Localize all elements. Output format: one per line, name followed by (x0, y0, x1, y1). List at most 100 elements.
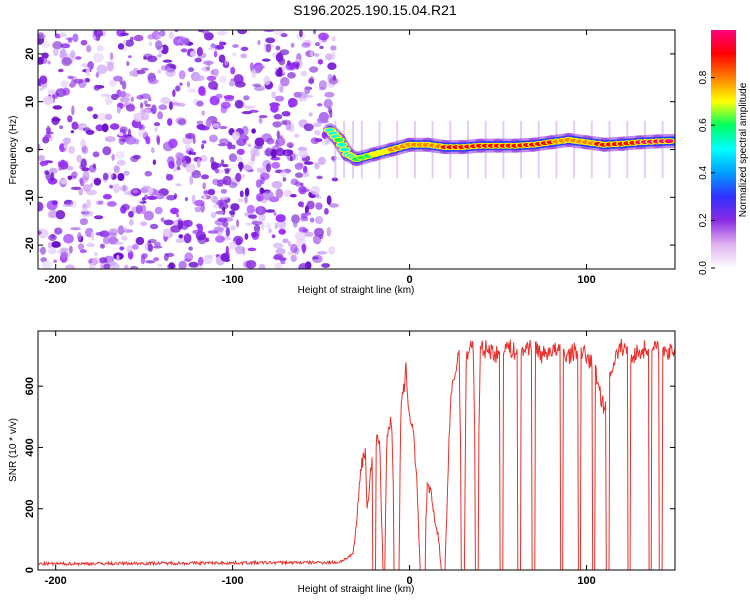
track-streak (334, 120, 337, 179)
noise-blob (214, 168, 220, 174)
noise-blob (176, 213, 180, 218)
noise-blob (205, 118, 212, 128)
noise-blob (309, 66, 319, 73)
noise-blob (296, 98, 308, 102)
noise-blob (293, 133, 300, 138)
noise-blob (50, 233, 56, 239)
noise-blob (204, 32, 214, 41)
noise-blob (153, 241, 161, 247)
noise-blob (55, 210, 66, 220)
noise-blob (265, 43, 272, 53)
noise-blob (157, 54, 162, 58)
noise-blob (70, 130, 75, 134)
track-peak (334, 137, 344, 142)
noise-blob (212, 204, 219, 209)
noise-blob (67, 37, 73, 43)
noise-blob (187, 88, 197, 93)
noise-blob (113, 165, 120, 174)
noise-blob (193, 75, 205, 81)
noise-blob (244, 187, 250, 197)
y-tick-label: 0 (24, 567, 36, 573)
noise-blob (131, 244, 139, 250)
noise-blob (294, 181, 302, 187)
noise-blob (66, 166, 74, 171)
track-streak (643, 120, 646, 179)
noise-blob (75, 56, 82, 60)
noise-blob (126, 61, 130, 67)
noise-blob (331, 51, 336, 60)
page-title: S196.2025.190.15.04.R21 (293, 2, 457, 18)
noise-blob (70, 50, 76, 59)
noise-region (38, 30, 339, 269)
noise-blob (266, 222, 271, 230)
noise-blob (102, 146, 112, 156)
noise-blob (99, 230, 110, 238)
noise-blob (88, 262, 96, 269)
noise-blob (220, 159, 225, 167)
snr-x-label: Height of straight line (km) (298, 584, 415, 595)
noise-blob (84, 210, 94, 217)
noise-blob (254, 85, 265, 92)
noise-blob (179, 82, 183, 86)
noise-blob (100, 263, 104, 269)
noise-blob (168, 262, 175, 269)
noise-blob (78, 187, 84, 196)
spectrogram-y-ticks: -20 -10 0 10 20 (24, 48, 675, 253)
noise-blob (163, 219, 174, 226)
noise-blob (92, 163, 96, 169)
noise-blob (85, 189, 97, 196)
noise-blob (178, 234, 184, 239)
noise-blob (61, 57, 72, 67)
noise-blob (230, 66, 236, 75)
noise-blob (257, 167, 261, 172)
y-tick-label: 20 (24, 48, 36, 60)
noise-blob (305, 50, 315, 58)
track-streak (679, 121, 681, 178)
noise-blob (162, 59, 173, 63)
noise-blob (102, 236, 111, 245)
noise-blob (212, 178, 220, 186)
noise-blob (277, 67, 283, 77)
noise-blob (217, 217, 228, 222)
noise-blob (71, 121, 79, 130)
noise-blob (324, 208, 329, 215)
noise-blob (81, 63, 88, 68)
noise-blob (71, 171, 78, 178)
noise-blob (70, 186, 82, 190)
noise-blob (141, 197, 146, 201)
noise-blob (196, 46, 203, 57)
noise-blob (93, 30, 103, 38)
noise-blob (139, 108, 151, 117)
noise-blob (146, 55, 158, 63)
noise-blob (246, 222, 253, 226)
noise-blob (155, 40, 163, 50)
noise-blob (60, 80, 69, 88)
noise-blob (57, 160, 69, 167)
noise-blob (324, 91, 335, 98)
noise-blob (76, 154, 82, 163)
noise-blob (180, 37, 190, 46)
noise-blob (279, 170, 287, 178)
noise-blob (121, 203, 130, 211)
noise-blob (330, 45, 337, 51)
noise-blob (59, 48, 67, 58)
noise-blob (293, 220, 298, 228)
noise-blob (142, 185, 151, 190)
noise-blob (219, 40, 223, 50)
noise-blob (237, 198, 244, 203)
noise-blob (138, 124, 143, 129)
noise-blob (272, 242, 284, 249)
noise-blob (245, 260, 257, 269)
noise-blob (188, 150, 193, 155)
noise-blob (143, 100, 148, 105)
noise-blob (216, 179, 228, 185)
noise-blob (38, 154, 45, 162)
noise-blob (175, 183, 182, 187)
noise-blob (201, 143, 205, 150)
noise-blob (127, 55, 132, 59)
noise-blob (224, 251, 231, 261)
noise-blob (301, 42, 311, 48)
noise-blob (38, 228, 49, 239)
noise-blob (273, 113, 283, 120)
noise-blob (197, 30, 204, 33)
